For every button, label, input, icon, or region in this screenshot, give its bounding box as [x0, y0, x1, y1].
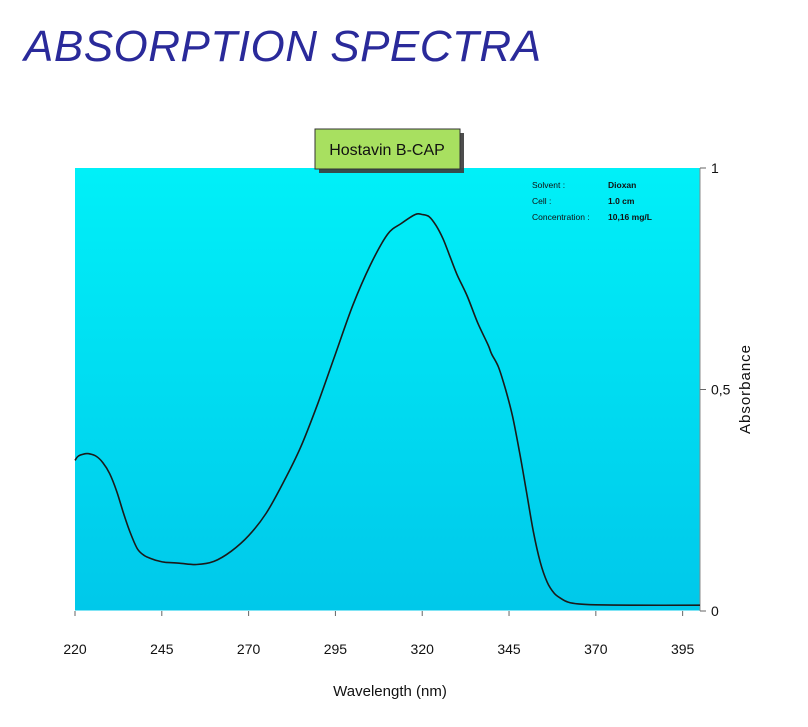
- info-concentration-label: Concentration :: [532, 212, 590, 222]
- x-tick-label: 345: [497, 641, 521, 657]
- info-cell-label: Cell :: [532, 196, 551, 206]
- x-tick-label: 220: [63, 641, 87, 657]
- x-tick-label: 270: [237, 641, 261, 657]
- page-title: ABSORPTION SPECTRA: [24, 22, 542, 71]
- info-concentration-value: 10,16 mg/L: [608, 212, 652, 222]
- measurement-info: Solvent : Dioxan Cell : 1.0 cm Concentra…: [532, 180, 652, 222]
- x-ticks: 220 245 270 295 320 345 370 395: [63, 611, 695, 657]
- y-ticks: 00,51: [700, 160, 731, 619]
- y-tick-label: 0,5: [711, 382, 731, 398]
- x-axis-title: Wavelength (nm): [333, 683, 447, 700]
- x-tick-label: 245: [150, 641, 174, 657]
- y-tick-label: 1: [711, 160, 719, 176]
- info-solvent-label: Solvent :: [532, 180, 565, 190]
- y-tick-label: 0: [711, 603, 719, 619]
- chart-title-badge: Hostavin B-CAP: [314, 128, 464, 173]
- x-tick-label: 320: [411, 641, 435, 657]
- plot-area: [75, 168, 700, 611]
- x-tick-label: 370: [584, 641, 608, 657]
- info-solvent-value: Dioxan: [608, 180, 636, 190]
- x-tick-label: 295: [324, 641, 348, 657]
- info-cell-value: 1.0 cm: [608, 196, 635, 206]
- absorbance-curve: [74, 212, 701, 607]
- chart-title: Hostavin B-CAP: [329, 142, 445, 159]
- y-axis-title: Absorbance: [737, 344, 754, 434]
- x-tick-label: 395: [671, 641, 695, 657]
